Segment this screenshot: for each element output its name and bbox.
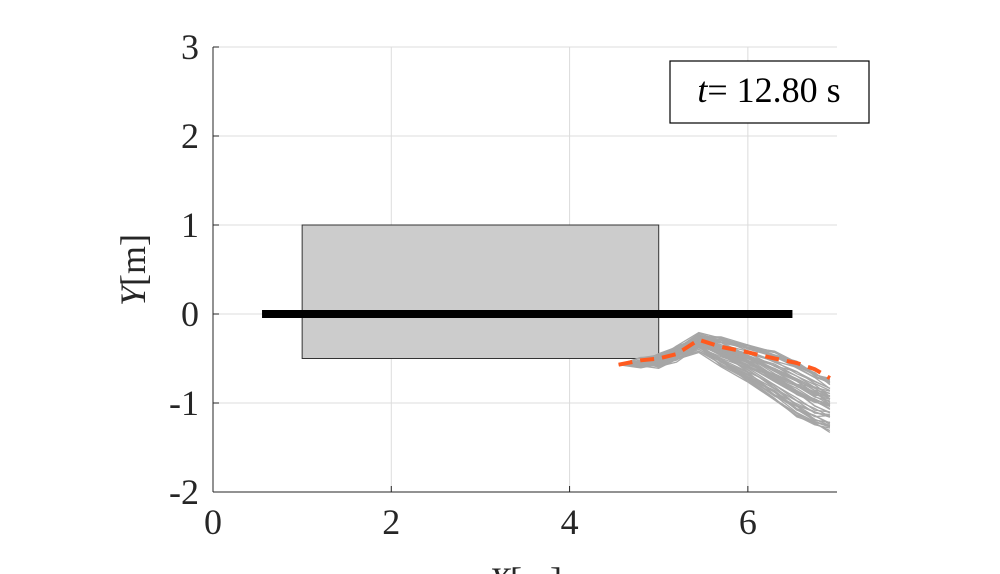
obstacle-rectangle [301, 224, 660, 359]
x-tick-label: 0 [204, 502, 222, 542]
time-annotation: t= 12.80 s [669, 60, 870, 124]
sample-trajectory [618, 351, 831, 428]
time-annotation-box [669, 60, 870, 124]
predicted-trajectory-line [618, 337, 831, 380]
sample-trajectories [618, 331, 831, 433]
plot-area [262, 224, 831, 433]
axes [212, 47, 837, 493]
sample-trajectory [618, 345, 831, 433]
sample-trajectory [618, 339, 831, 389]
time-annotation-text: t= 12.80 s [697, 70, 840, 110]
x-axis-label: X[m] [486, 560, 562, 574]
sample-trajectory [618, 345, 831, 418]
x-tick-label: 2 [382, 502, 400, 542]
sample-trajectory [618, 340, 831, 413]
y-tick-label: -2 [169, 472, 199, 512]
x-tick-label: 4 [561, 502, 579, 542]
sample-trajectory [618, 340, 830, 397]
y-tick-label: 1 [181, 205, 199, 245]
y-tick-label: -1 [169, 383, 199, 423]
y-tick-label: 0 [181, 294, 199, 334]
x-tick-label: 6 [739, 502, 757, 542]
tick-labels: 0 2 4 6 -2 -1 0 1 2 3 [169, 27, 757, 542]
y-tick-label: 2 [181, 116, 199, 156]
sample-trajectory [618, 345, 831, 424]
y-tick-label: 3 [181, 27, 199, 67]
y-axis-label: Y[m] [113, 234, 153, 306]
